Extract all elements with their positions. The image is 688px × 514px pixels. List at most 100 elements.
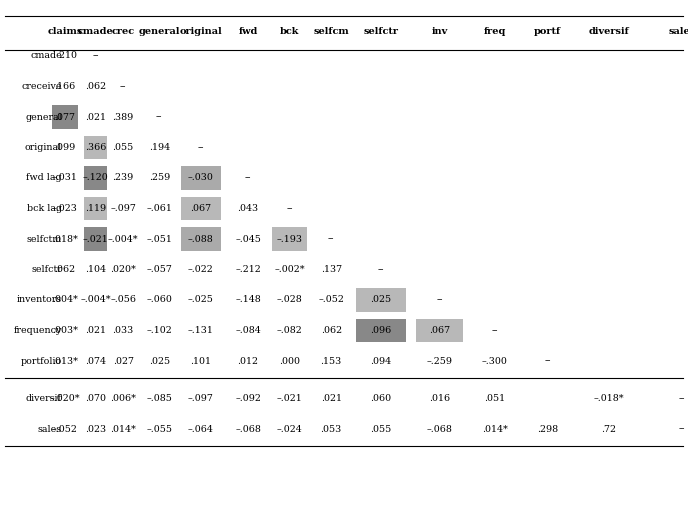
Text: bck lag: bck lag — [27, 204, 62, 213]
FancyBboxPatch shape — [356, 288, 406, 312]
Text: –.057: –.057 — [147, 265, 172, 274]
Text: --: -- — [120, 82, 127, 91]
FancyBboxPatch shape — [84, 196, 107, 221]
Text: .094: .094 — [371, 357, 391, 365]
Text: –.212: –.212 — [235, 265, 261, 274]
Text: .194: .194 — [149, 143, 170, 152]
Text: selfctr: selfctr — [364, 28, 398, 36]
Text: .055: .055 — [113, 143, 134, 152]
Text: --: -- — [156, 113, 162, 121]
Text: .014*: .014* — [110, 425, 136, 433]
Text: --: -- — [197, 143, 204, 152]
Text: .025: .025 — [149, 357, 170, 365]
Text: . 210: . 210 — [53, 51, 77, 61]
Text: --: -- — [92, 51, 99, 61]
Text: –.045: –.045 — [235, 234, 261, 244]
Text: –.024: –.024 — [277, 425, 303, 433]
Text: original: original — [180, 28, 222, 36]
Text: portfolio: portfolio — [21, 357, 62, 365]
Text: –.085: –.085 — [147, 394, 172, 403]
Text: –.018*: –.018* — [593, 394, 624, 403]
Text: selfctm: selfctm — [27, 234, 62, 244]
Text: fwd lag: fwd lag — [26, 174, 62, 182]
Text: –.064: –.064 — [188, 425, 214, 433]
Text: .062: .062 — [54, 265, 76, 274]
Text: .074: .074 — [85, 357, 106, 365]
Text: –.300: –.300 — [482, 357, 508, 365]
Text: .051: .051 — [484, 394, 506, 403]
Text: --: -- — [491, 326, 498, 335]
Text: .043: .043 — [237, 204, 259, 213]
Text: .389: .389 — [113, 113, 134, 121]
Text: .070: .070 — [85, 394, 106, 403]
Text: –.055: –.055 — [147, 425, 172, 433]
Text: .021: .021 — [85, 326, 106, 335]
Text: –.060: –.060 — [147, 296, 172, 304]
Text: --: -- — [544, 357, 551, 365]
Text: –.193: –.193 — [277, 234, 303, 244]
Text: --: -- — [328, 234, 334, 244]
Text: --: -- — [378, 265, 385, 274]
Text: –.092: –.092 — [235, 394, 261, 403]
Text: .077: .077 — [54, 113, 76, 121]
Text: .096: .096 — [371, 326, 391, 335]
Text: --: -- — [286, 204, 293, 213]
Text: crec: crec — [111, 28, 135, 36]
Text: .053: .053 — [321, 425, 342, 433]
Text: –.021: –.021 — [83, 234, 109, 244]
Text: .298: .298 — [537, 425, 558, 433]
Text: portf: portf — [534, 28, 561, 36]
Text: –.031: –.031 — [52, 174, 78, 182]
Text: –.023: –.023 — [52, 204, 78, 213]
Text: –.259: –.259 — [427, 357, 452, 365]
Text: –.102: –.102 — [147, 326, 172, 335]
Text: fwd: fwd — [238, 28, 258, 36]
Text: cmade: cmade — [30, 51, 62, 61]
Text: creceive: creceive — [21, 82, 62, 91]
Text: selfcm: selfcm — [313, 28, 349, 36]
Text: –.120: –.120 — [83, 174, 109, 182]
Text: –.004*: –.004* — [80, 296, 111, 304]
FancyBboxPatch shape — [52, 105, 78, 129]
Text: freq: freq — [484, 28, 506, 36]
Text: .166: .166 — [54, 82, 76, 91]
FancyBboxPatch shape — [84, 136, 107, 159]
Text: .104: .104 — [85, 265, 106, 274]
Text: .062: .062 — [321, 326, 342, 335]
Text: .025: .025 — [371, 296, 391, 304]
Text: .067: .067 — [191, 204, 211, 213]
Text: –.004*: –.004* — [108, 234, 138, 244]
Text: .259: .259 — [149, 174, 170, 182]
FancyBboxPatch shape — [356, 319, 406, 342]
Text: .020*: .020* — [110, 265, 136, 274]
Text: --: -- — [436, 296, 442, 304]
Text: –.068: –.068 — [235, 425, 261, 433]
Text: –.030: –.030 — [188, 174, 214, 182]
Text: .062: .062 — [85, 82, 106, 91]
Text: –.025: –.025 — [188, 296, 214, 304]
Text: –.052: –.052 — [52, 425, 78, 433]
Text: –.028: –.028 — [277, 296, 303, 304]
Text: .021: .021 — [321, 394, 342, 403]
Text: –.088: –.088 — [188, 234, 214, 244]
FancyBboxPatch shape — [416, 319, 463, 342]
Text: –.131: –.131 — [188, 326, 214, 335]
Text: .014*: .014* — [482, 425, 508, 433]
Text: .099: .099 — [54, 143, 76, 152]
Text: .153: .153 — [321, 357, 342, 365]
Text: –.068: –.068 — [427, 425, 452, 433]
Text: diversif: diversif — [588, 28, 629, 36]
Text: .012: .012 — [237, 357, 259, 365]
Text: –.020*: –.020* — [50, 394, 80, 403]
Text: .006*: .006* — [110, 394, 136, 403]
FancyBboxPatch shape — [272, 227, 308, 251]
Text: .016: .016 — [429, 394, 450, 403]
Text: –.097: –.097 — [188, 394, 214, 403]
Text: –.148: –.148 — [235, 296, 261, 304]
Text: –.021: –.021 — [277, 394, 303, 403]
Text: .137: .137 — [321, 265, 342, 274]
Text: diversif: diversif — [26, 394, 62, 403]
Text: .033: .033 — [113, 326, 134, 335]
Text: .021: .021 — [85, 113, 106, 121]
Text: .023: .023 — [85, 425, 106, 433]
